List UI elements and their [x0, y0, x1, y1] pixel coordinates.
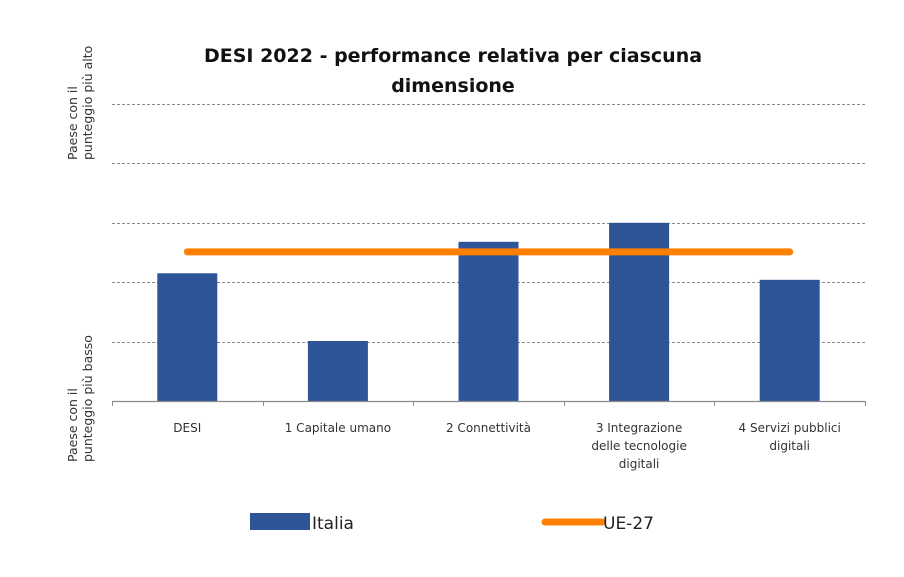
x-axis-label-line: delle tecnologie — [591, 439, 687, 453]
y-axis-label-top-line-1: Paese con il — [65, 86, 80, 160]
y-axis-label-bottom-line-1: Paese con il — [65, 388, 80, 462]
bar-1 — [157, 273, 218, 401]
bar-3 — [458, 241, 519, 401]
x-axis-label-line: DESI — [173, 421, 201, 435]
chart-title-line-1: DESI 2022 - performance relativa per cia… — [204, 45, 702, 67]
x-axis-label-line: 4 Servizi pubblici — [739, 421, 841, 435]
gridlines — [112, 104, 865, 343]
legend-item-italia: Italia — [250, 513, 354, 534]
bar-5 — [759, 279, 820, 401]
x-axis-label-line: 1 Capitale umano — [285, 421, 391, 435]
y-axis-label-top-line-2: punteggio più alto — [80, 46, 95, 160]
x-axis-label-line: 3 Integrazione — [596, 421, 683, 435]
y-axis-label-bottom-line-2: punteggio più basso — [80, 335, 95, 462]
x-axis-label-line: digitali — [619, 457, 660, 471]
x-axis-labels: DESI 1 Capitale umano 2 Connettività 3 Inte… — [173, 421, 841, 471]
legend-label-ue27: UE-27 — [603, 514, 654, 534]
y-axis-label-top: Paese con il punteggio più alto — [65, 46, 95, 160]
x-axis-label-line: digitali — [769, 439, 810, 453]
bars-italia — [157, 222, 820, 401]
legend-swatch-italia — [250, 513, 310, 530]
legend-item-ue27: UE-27 — [541, 514, 654, 534]
x-axis-label-line: 2 Connettività — [446, 421, 531, 435]
chart-title-line-2: dimensione — [391, 75, 515, 97]
y-axis-label-bottom: Paese con il punteggio più basso — [65, 335, 95, 462]
x-axis-label-3: 2 Connettività — [446, 421, 531, 435]
legend-label-italia: Italia — [312, 514, 354, 534]
x-axis — [112, 400, 866, 406]
x-axis-label-2: 1 Capitale umano — [285, 421, 391, 435]
chart-title: DESI 2022 - performance relativa per cia… — [204, 45, 702, 97]
x-axis-label-5: 4 Servizi pubblici digitali — [739, 421, 841, 453]
x-axis-label-1: DESI — [173, 421, 201, 435]
legend: Italia UE-27 — [250, 513, 654, 534]
bar-2 — [307, 341, 368, 401]
x-axis-label-4: 3 Integrazione delle tecnologie digitali — [591, 421, 687, 471]
